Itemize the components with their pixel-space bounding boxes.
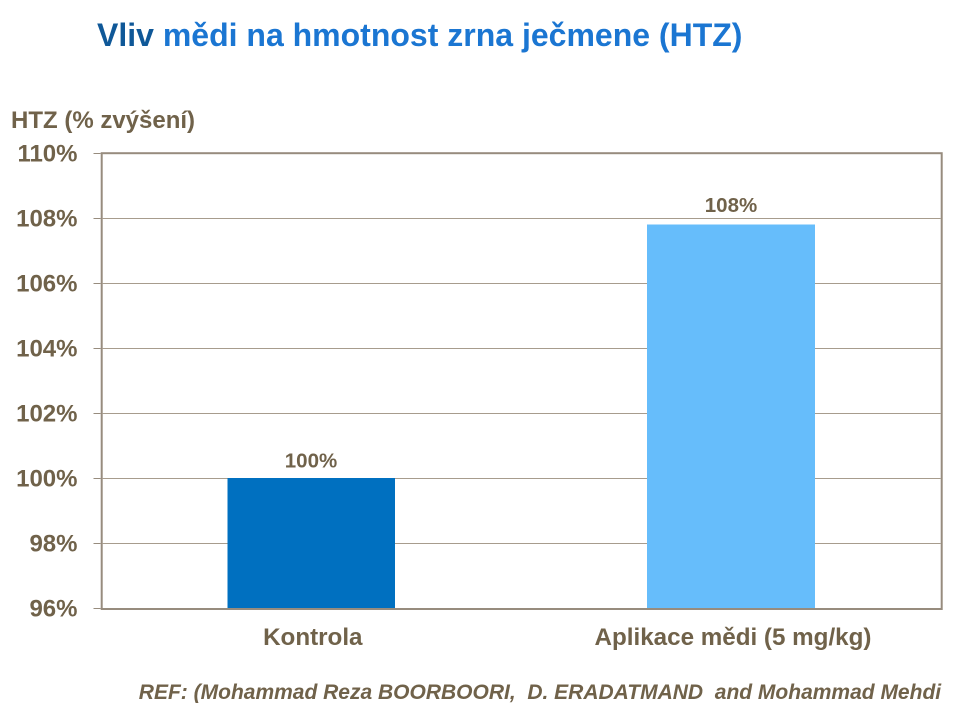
svg-text:96%: 96% xyxy=(29,596,77,623)
svg-text:108%: 108% xyxy=(16,206,77,233)
svg-text:Kontrola: Kontrola xyxy=(263,624,363,651)
svg-text:100%: 100% xyxy=(16,466,77,493)
svg-text:REF: (Mohammad Reza BOORBOORI,: REF: (Mohammad Reza BOORBOORI, D. ERADAT… xyxy=(139,681,942,703)
svg-text:98%: 98% xyxy=(29,531,77,558)
svg-text:108%: 108% xyxy=(705,194,757,217)
svg-text:Vliv mědi na hmotnost zrna ječ: Vliv mědi na hmotnost zrna ječmene (HTZ) xyxy=(97,17,742,53)
svg-text:106%: 106% xyxy=(16,271,77,298)
svg-text:110%: 110% xyxy=(17,141,77,168)
svg-text:HTZ (% zvýšení): HTZ (% zvýšení) xyxy=(11,107,195,134)
svg-text:100%: 100% xyxy=(285,450,337,473)
svg-text:Aplikace mědi (5 mg/kg): Aplikace mědi (5 mg/kg) xyxy=(595,624,872,651)
svg-text:102%: 102% xyxy=(16,401,77,428)
svg-text:104%: 104% xyxy=(16,336,77,363)
